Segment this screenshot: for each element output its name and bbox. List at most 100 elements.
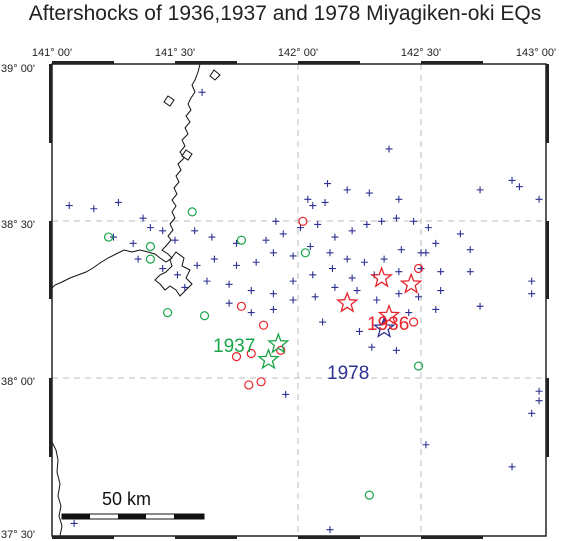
aftershock-1978-marker bbox=[171, 236, 179, 244]
label-1936: 1936 bbox=[367, 314, 409, 335]
aftershock-1978-marker bbox=[289, 296, 297, 304]
aftershock-1978-marker bbox=[326, 249, 334, 257]
mainshock-1936-star bbox=[335, 291, 359, 313]
aftershock-1937-marker bbox=[103, 232, 114, 242]
lon-tick-labels: 141° 00' 141° 30' 142° 00' 142° 30' 143°… bbox=[32, 47, 556, 59]
aftershock-1978-marker bbox=[353, 287, 361, 295]
aftershock-1937-marker bbox=[145, 241, 155, 252]
aftershock-1978-marker bbox=[528, 409, 536, 417]
aftershock-1978-marker bbox=[395, 290, 403, 298]
aftershock-1978-marker bbox=[309, 202, 317, 210]
aftershock-1978-marker bbox=[225, 280, 233, 288]
graticule bbox=[52, 64, 546, 536]
aftershock-1978-marker bbox=[528, 290, 536, 298]
aftershock-1937-marker bbox=[236, 235, 247, 245]
aftershock-1978-marker bbox=[535, 397, 543, 405]
aftershock-1978-marker bbox=[272, 217, 280, 225]
aftershock-1978-marker bbox=[269, 249, 277, 257]
aftershock-1978-marker bbox=[331, 283, 339, 291]
aftershock-1978-marker bbox=[397, 246, 405, 254]
lat-tick-label: 37° 30' bbox=[1, 529, 35, 541]
aftershock-1978-marker bbox=[456, 230, 464, 238]
aftershock-1978-marker bbox=[324, 180, 332, 188]
aftershock-1978-marker bbox=[210, 255, 218, 263]
scale-bar-label: 50 km bbox=[102, 489, 151, 509]
aftershock-1978-marker bbox=[378, 217, 386, 225]
aftershock-1978-marker bbox=[247, 309, 255, 317]
aftershock-1937-marker bbox=[413, 361, 424, 371]
aftershock-1978-marker bbox=[363, 220, 371, 228]
aftershock-1978-marker bbox=[466, 246, 474, 254]
aftershock-1978-marker bbox=[424, 224, 432, 232]
aftershock-1978-marker bbox=[114, 198, 122, 206]
aftershock-1978-marker bbox=[365, 189, 373, 197]
aftershock-1978-marker bbox=[289, 252, 297, 260]
aftershock-1978-marker bbox=[90, 205, 98, 213]
aftershock-1978-marker bbox=[395, 268, 403, 276]
aftershock-1978-marker bbox=[247, 287, 255, 295]
lon-tick-label: 142° 00' bbox=[278, 47, 318, 59]
aftershock-1978-marker bbox=[326, 526, 334, 534]
aftershock-1978-marker bbox=[134, 255, 142, 263]
label-1937: 1937 bbox=[213, 336, 255, 357]
aftershock-1978-marker bbox=[437, 287, 445, 295]
aftershock-1978-marker bbox=[380, 255, 388, 263]
aftershock-1978-marker bbox=[282, 390, 290, 398]
label-1978: 1978 bbox=[327, 363, 369, 384]
aftershock-1978-marker bbox=[262, 236, 270, 244]
aftershock-1978-marker bbox=[508, 176, 516, 184]
aftershock-1937-marker bbox=[300, 248, 310, 258]
aftershock-1978-marker bbox=[193, 261, 201, 269]
coastline bbox=[51, 63, 221, 537]
aftershock-1978-marker bbox=[252, 258, 260, 266]
aftershock-1978-marker bbox=[65, 202, 73, 210]
aftershock-1978-marker bbox=[110, 233, 117, 241]
map-frame bbox=[49, 61, 549, 539]
aftershock-1978-marker bbox=[476, 186, 484, 194]
lat-tick-label: 39° 00' bbox=[1, 63, 35, 75]
mainshock-1936-star bbox=[399, 272, 423, 294]
aftershock-1978-marker bbox=[319, 318, 327, 326]
aftershock-1978-marker bbox=[191, 227, 199, 235]
aftershock-1978-marker bbox=[198, 88, 206, 96]
aftershock-1936-marker bbox=[244, 380, 254, 390]
aftershock-1978-marker bbox=[70, 519, 78, 527]
lat-tick-label: 38° 00' bbox=[1, 376, 35, 388]
scale-bar: 50 km bbox=[61, 489, 205, 520]
mainshock-1937-star bbox=[257, 347, 280, 370]
markers-layer bbox=[65, 88, 543, 534]
aftershock-1978-marker bbox=[173, 271, 181, 279]
aftershock-1937-marker bbox=[364, 490, 374, 500]
aftershock-1978-marker bbox=[306, 243, 314, 251]
aftershock-1978-marker bbox=[410, 217, 418, 225]
aftershock-1978-marker bbox=[269, 290, 277, 298]
aftershock-1978-marker bbox=[422, 441, 430, 449]
aftershock-1936-marker bbox=[231, 352, 242, 362]
aftershock-1978-marker bbox=[515, 183, 523, 191]
aftershock-1978-marker bbox=[348, 274, 356, 282]
aftershock-1936-marker bbox=[276, 345, 286, 355]
aftershock-1978-marker bbox=[159, 265, 167, 273]
aftershock-1937-marker bbox=[199, 311, 210, 321]
aftershock-1937-marker bbox=[163, 307, 173, 318]
mainshock-1978-star bbox=[372, 316, 396, 338]
lat-tick-label: 38° 30' bbox=[1, 219, 35, 231]
aftershock-1978-marker bbox=[233, 261, 240, 269]
aftershock-1978-marker bbox=[368, 343, 376, 351]
lon-tick-label: 142° 30' bbox=[401, 47, 441, 59]
aftershock-1936-marker bbox=[258, 320, 269, 330]
aftershock-1978-marker bbox=[279, 230, 287, 238]
aftershock-1936-marker bbox=[236, 301, 247, 311]
aftershock-1936-marker bbox=[409, 317, 419, 327]
aftershock-1978-marker bbox=[348, 227, 356, 235]
aftershock-1978-marker bbox=[528, 277, 536, 285]
aftershock-1978-marker bbox=[466, 268, 474, 276]
aftershock-1978-marker bbox=[417, 265, 425, 273]
aftershock-1978-marker bbox=[203, 277, 211, 285]
lon-tick-label: 143° 00' bbox=[516, 47, 556, 59]
aftershock-1978-marker bbox=[181, 283, 189, 291]
aftershock-1978-marker bbox=[309, 271, 317, 279]
aftershock-1978-marker bbox=[422, 249, 430, 257]
aftershock-1978-marker bbox=[139, 214, 147, 222]
